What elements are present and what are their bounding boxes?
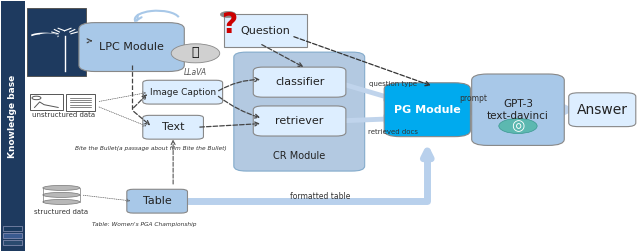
Text: structured data: structured data <box>35 209 88 215</box>
Text: GPT-3
text-davinci: GPT-3 text-davinci <box>487 99 549 120</box>
Text: Knowledge base: Knowledge base <box>8 74 17 158</box>
Text: Table: Table <box>143 196 172 206</box>
Text: LLaVA: LLaVA <box>184 68 207 77</box>
Text: PG Module: PG Module <box>394 105 461 115</box>
Text: question type: question type <box>369 81 417 87</box>
Text: retrieved docs: retrieved docs <box>368 129 418 135</box>
FancyBboxPatch shape <box>253 67 346 97</box>
FancyBboxPatch shape <box>30 94 63 110</box>
FancyBboxPatch shape <box>3 233 22 238</box>
FancyBboxPatch shape <box>127 189 188 213</box>
Ellipse shape <box>43 199 80 204</box>
Text: Text: Text <box>162 122 184 132</box>
Circle shape <box>172 44 220 63</box>
FancyBboxPatch shape <box>234 52 365 171</box>
FancyBboxPatch shape <box>143 115 204 139</box>
FancyBboxPatch shape <box>569 93 636 127</box>
Text: Bite the Bullet(a passage about film Bite the Bullet): Bite the Bullet(a passage about film Bit… <box>75 146 227 151</box>
Text: unstructured data: unstructured data <box>32 112 95 118</box>
Text: LPC Module: LPC Module <box>99 42 164 52</box>
FancyBboxPatch shape <box>79 23 184 72</box>
Ellipse shape <box>43 193 80 197</box>
Text: ◎: ◎ <box>511 118 525 134</box>
FancyBboxPatch shape <box>3 240 22 245</box>
FancyBboxPatch shape <box>27 8 86 76</box>
Text: ?: ? <box>221 11 237 39</box>
FancyBboxPatch shape <box>384 83 470 137</box>
Text: CR Module: CR Module <box>273 151 325 161</box>
Text: prompt: prompt <box>460 94 487 103</box>
Ellipse shape <box>43 185 80 191</box>
Text: classifier: classifier <box>275 77 324 87</box>
Text: 🔥: 🔥 <box>192 46 199 58</box>
FancyBboxPatch shape <box>1 1 25 251</box>
Circle shape <box>220 12 236 17</box>
FancyBboxPatch shape <box>143 80 223 104</box>
FancyBboxPatch shape <box>224 14 307 47</box>
Text: formatted table: formatted table <box>290 192 350 201</box>
FancyBboxPatch shape <box>253 106 346 136</box>
Text: Table: Women's PGA Championship: Table: Women's PGA Championship <box>92 222 196 227</box>
FancyBboxPatch shape <box>3 226 22 231</box>
FancyBboxPatch shape <box>472 74 564 145</box>
Text: Image Caption: Image Caption <box>150 88 216 97</box>
FancyBboxPatch shape <box>67 94 95 111</box>
Text: Answer: Answer <box>577 103 628 117</box>
Text: retriever: retriever <box>275 116 324 126</box>
Circle shape <box>499 118 537 134</box>
Text: Question: Question <box>241 26 291 36</box>
